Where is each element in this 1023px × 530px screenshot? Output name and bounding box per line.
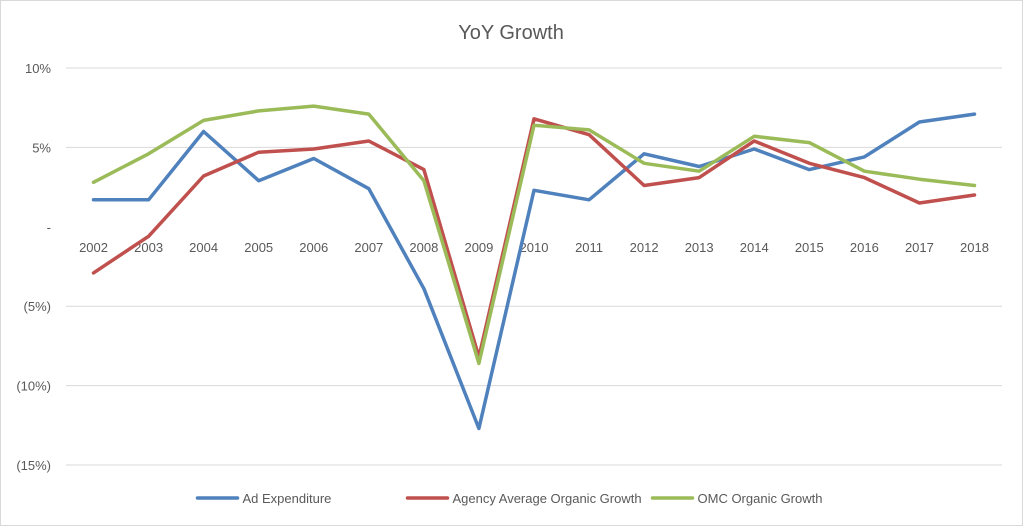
data-point — [422, 287, 425, 290]
data-point — [973, 184, 976, 187]
x-tick-label: 2004 — [189, 240, 218, 255]
data-point — [918, 178, 921, 181]
chart-title: YoY Growth — [458, 22, 564, 44]
data-point — [808, 162, 811, 165]
data-point — [312, 147, 315, 150]
x-tick-label: 2010 — [520, 240, 549, 255]
x-tick-label: 2003 — [134, 240, 163, 255]
x-tick-label: 2012 — [630, 240, 659, 255]
data-point — [863, 155, 866, 158]
data-point — [533, 117, 536, 120]
data-point — [808, 141, 811, 144]
data-point — [643, 184, 646, 187]
x-tick-label: 2016 — [850, 240, 879, 255]
data-point — [643, 162, 646, 165]
y-tick-label: (5%) — [24, 299, 51, 314]
x-tick-label: 2007 — [354, 240, 383, 255]
data-point — [477, 427, 480, 430]
data-point — [257, 109, 260, 112]
data-point — [753, 135, 756, 138]
x-tick-label: 2015 — [795, 240, 824, 255]
data-point — [202, 119, 205, 122]
y-tick-label: - — [47, 220, 51, 235]
data-point — [698, 170, 701, 173]
x-tick-label: 2005 — [244, 240, 273, 255]
data-point — [147, 152, 150, 155]
series-line-0 — [91, 112, 977, 431]
series-line-2 — [91, 104, 977, 366]
x-tick-label: 2006 — [299, 240, 328, 255]
data-point — [918, 201, 921, 204]
data-point — [257, 179, 260, 182]
data-point — [202, 130, 205, 133]
data-point — [643, 152, 646, 155]
data-point — [422, 179, 425, 182]
data-point — [588, 198, 591, 201]
data-point — [312, 105, 315, 108]
x-tick-label: 2002 — [79, 240, 108, 255]
data-point — [367, 140, 370, 143]
y-tick-label: (10%) — [16, 379, 51, 394]
data-point — [533, 124, 536, 127]
y-tick-label: (15%) — [16, 458, 51, 473]
data-point — [92, 181, 95, 184]
data-point — [92, 198, 95, 201]
x-tick-label: 2014 — [740, 240, 769, 255]
x-tick-label: 2009 — [464, 240, 493, 255]
y-tick-label: 5% — [32, 140, 51, 155]
data-point — [477, 362, 480, 365]
data-point — [367, 187, 370, 190]
data-point — [588, 133, 591, 136]
data-point — [147, 198, 150, 201]
data-point — [753, 140, 756, 143]
x-tick-label: 2017 — [905, 240, 934, 255]
data-point — [588, 128, 591, 131]
series-line-1 — [91, 117, 977, 359]
data-point — [367, 113, 370, 116]
data-point — [973, 194, 976, 197]
x-tick-label: 2018 — [960, 240, 989, 255]
data-point — [147, 235, 150, 238]
legend-label: OMC Organic Growth — [698, 491, 823, 506]
y-tick-label: 10% — [25, 61, 51, 76]
data-point — [202, 174, 205, 177]
data-point — [312, 157, 315, 160]
data-point — [808, 168, 811, 171]
legend-label: Ad Expenditure — [243, 491, 332, 506]
data-point — [753, 147, 756, 150]
x-tick-label: 2013 — [685, 240, 714, 255]
data-point — [422, 168, 425, 171]
data-point — [918, 120, 921, 123]
data-point — [863, 170, 866, 173]
data-point — [698, 165, 701, 168]
legend-label: Agency Average Organic Growth — [453, 491, 642, 506]
data-point — [533, 189, 536, 192]
data-point — [257, 151, 260, 154]
x-tick-label: 2008 — [409, 240, 438, 255]
data-point — [973, 113, 976, 116]
x-tick-label: 2011 — [575, 240, 603, 255]
data-point — [92, 271, 95, 274]
data-point — [863, 176, 866, 179]
data-point — [698, 176, 701, 179]
